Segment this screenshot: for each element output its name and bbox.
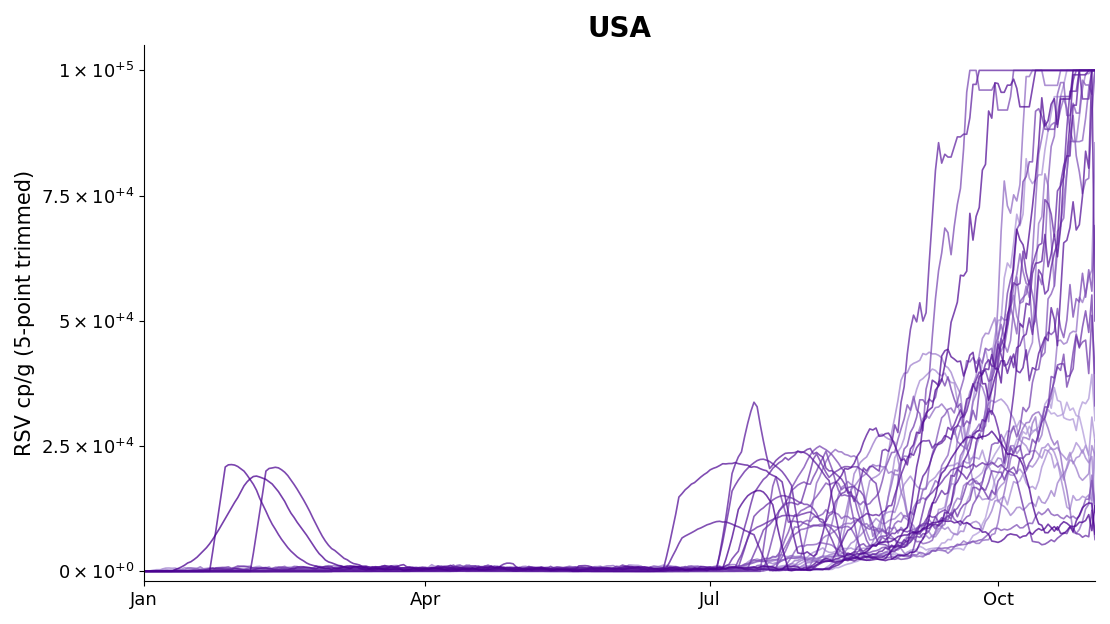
Title: USA: USA (587, 15, 652, 43)
Y-axis label: RSV cp/g (5-point trimmed): RSV cp/g (5-point trimmed) (16, 170, 36, 456)
